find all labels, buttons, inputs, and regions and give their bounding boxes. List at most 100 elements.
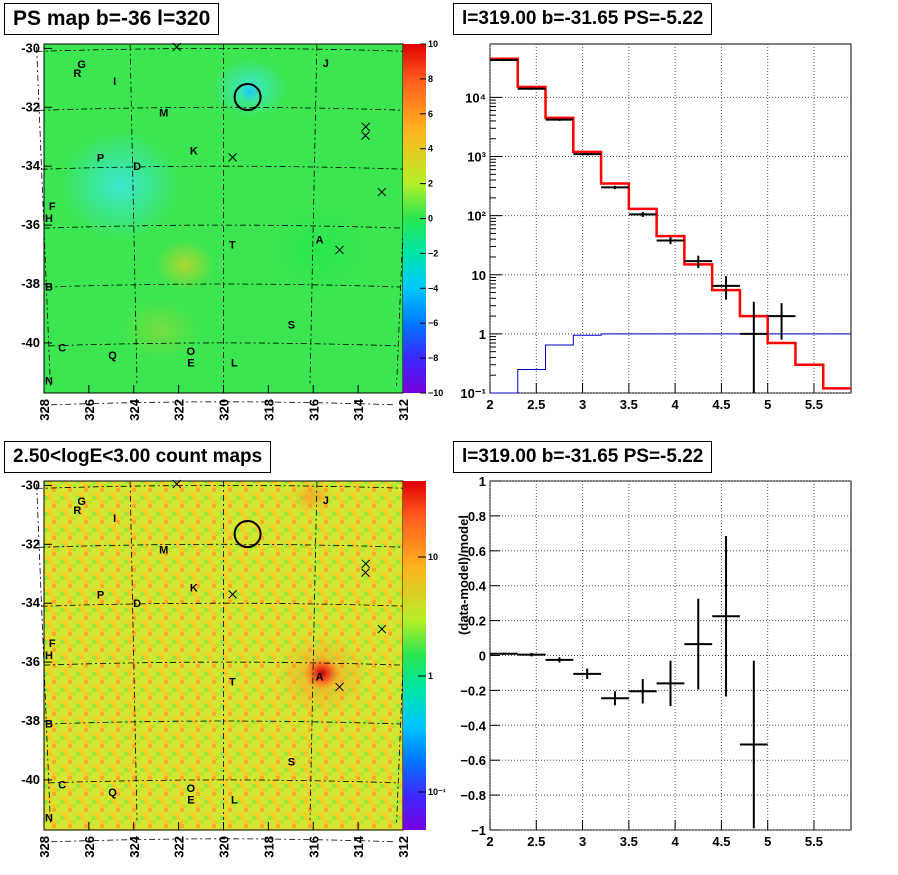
x-tick-label: 4 <box>672 397 680 412</box>
y-tick-label: -30 <box>21 477 40 492</box>
y-tick-label: -38 <box>21 713 40 728</box>
cross-marker <box>361 122 371 132</box>
y-tick-label: -36 <box>21 654 40 669</box>
source-label: F <box>49 638 56 650</box>
source-label: R <box>73 505 81 517</box>
source-label: O <box>187 346 196 358</box>
x-tick-label: 328 <box>37 399 52 421</box>
ps-map-yellow-region-2 <box>120 300 200 360</box>
y-tick-label: -34 <box>21 158 41 173</box>
latitude-gridline <box>46 283 401 288</box>
x-tick-label: 4.5 <box>712 834 730 849</box>
source-label: T <box>229 677 236 689</box>
source-label: L <box>231 795 238 807</box>
source-label: H <box>45 650 53 662</box>
x-tick-label: 320 <box>217 836 232 858</box>
source-label: J <box>323 495 329 507</box>
cross-marker <box>361 568 370 577</box>
colorbar-tick-label: 10 <box>428 552 438 562</box>
x-tick-label: 312 <box>396 399 411 421</box>
x-tick-label: 2.5 <box>527 834 545 849</box>
ps-map-axes: 328 326 324 322 320 318 316 314 312 -30 -32 -34 -36 -… <box>21 40 411 420</box>
x-tick-label: 324 <box>127 398 142 420</box>
y-tick-label: 1 <box>479 474 486 489</box>
y-tick-label: 10² <box>467 209 486 224</box>
count-map-crosses <box>172 479 387 692</box>
x-tick-label: 5 <box>764 834 771 849</box>
source-label: F <box>49 201 56 213</box>
y-tick-label: -40 <box>21 335 40 350</box>
y-tick-label: 10⁻¹ <box>460 386 486 401</box>
source-label: A <box>316 235 324 247</box>
source-label: H <box>45 213 53 225</box>
source-label: P <box>97 153 104 165</box>
source-label: G <box>77 59 86 71</box>
residual-panel: 2 2.5 3 3.5 4 4.5 5 5.5 −1 −0.8 −0.6 −0.4 −0.2 0 0.2 0.… <box>456 474 852 849</box>
colorbar-tick-label: −10 <box>428 388 443 398</box>
cross-marker <box>335 245 344 255</box>
source-label: Q <box>108 787 117 799</box>
x-tick-label: 4.5 <box>712 397 730 412</box>
y-tick-label: -32 <box>21 536 40 551</box>
longitude-gridline <box>309 44 318 384</box>
source-label: E <box>187 795 194 807</box>
x-tick-label: 5.5 <box>805 834 823 849</box>
latitude-gridline <box>48 342 399 347</box>
latitude-gridline <box>39 543 408 548</box>
x-tick-label: 312 <box>396 836 411 858</box>
blue-series-line <box>490 333 851 394</box>
x-tick-label: 318 <box>261 836 276 858</box>
count-map-target-circle <box>233 520 262 549</box>
source-label: N <box>45 376 53 388</box>
ps-map-source-labels: GR I J M K P D FH T A B S C Q OE L N <box>45 58 329 388</box>
cross-marker <box>228 153 237 162</box>
colorbar-tick-label: 4 <box>428 144 433 154</box>
source-label: M <box>159 107 168 119</box>
source-label: I <box>113 513 116 525</box>
colorbar-tick-label: −6 <box>428 318 438 328</box>
colorbar-tick-label: −4 <box>428 283 438 293</box>
count-colorbar-ticks: 10 1 10⁻¹ <box>418 552 446 797</box>
latitude-gridline <box>41 602 406 607</box>
longitude-gridline <box>129 44 138 384</box>
y-tick-label: -38 <box>21 276 40 291</box>
latitude-gridline <box>43 661 404 666</box>
ps-map-title: PS map b=-36 l=320 <box>4 3 220 35</box>
longitude-gridline <box>309 481 318 821</box>
cross-marker <box>377 624 387 634</box>
source-label: N <box>45 813 53 825</box>
y-tick-label: 0.2 <box>468 614 486 629</box>
y-tick-label: 10⁴ <box>465 90 486 105</box>
residual-title: l=319.00 b=-31.65 PS=-5.22 <box>453 441 713 473</box>
source-label: T <box>229 240 236 252</box>
x-tick-label: 3.5 <box>620 397 638 412</box>
cross-marker <box>335 682 344 692</box>
y-tick-label: −0.4 <box>460 718 486 733</box>
source-label: L <box>231 358 238 370</box>
x-tick-label: 322 <box>172 399 187 421</box>
source-label: M <box>159 544 168 556</box>
colorbar-tick-label: 10⁻¹ <box>428 787 446 797</box>
source-label: C <box>58 779 66 791</box>
latitude-gridline <box>41 165 406 170</box>
spectrum-panel: 2 2.5 3 3.5 4 4.5 5 5.5 10⁻¹ 1 10 10² 10³ 10⁴ <box>460 43 852 412</box>
x-tick-label: 4 <box>672 834 680 849</box>
colorbar-tick-label: 1 <box>428 671 433 681</box>
ps-colorbar <box>403 44 426 393</box>
latitude-gridline <box>43 224 404 229</box>
y-tick-label: −0.8 <box>460 788 486 803</box>
y-tick-label: 10 <box>472 268 486 283</box>
count-map-source-labels: GR I J M K P D FH T A B S C Q OE L N <box>45 495 329 825</box>
spectrum-plot-area <box>489 43 852 394</box>
latitude-gridline <box>51 401 396 406</box>
y-tick-label: 10³ <box>467 150 486 165</box>
y-tick-label: -36 <box>21 217 40 232</box>
source-label: E <box>187 358 194 370</box>
latitude-gridline <box>48 779 399 784</box>
cross-marker <box>361 559 371 569</box>
y-tick-label: -34 <box>21 595 41 610</box>
x-tick-label: 3 <box>579 834 586 849</box>
x-tick-label: 316 <box>306 399 321 421</box>
